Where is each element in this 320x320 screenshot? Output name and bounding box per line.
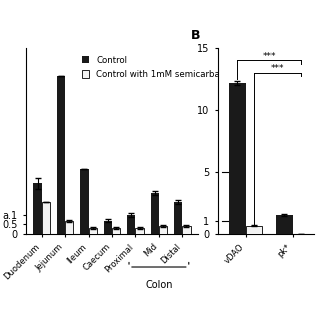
Bar xyxy=(112,228,120,234)
Bar xyxy=(34,183,42,234)
Bar xyxy=(276,215,293,234)
Text: ***: *** xyxy=(271,64,284,73)
Bar xyxy=(89,228,97,234)
Bar xyxy=(182,226,190,234)
Legend: Control, Control with 1mM semicarbazide: Control, Control with 1mM semicarbazide xyxy=(78,52,241,82)
Bar xyxy=(80,169,89,234)
Bar xyxy=(65,220,73,234)
Bar xyxy=(174,202,182,234)
Bar xyxy=(159,226,167,234)
Bar xyxy=(245,226,262,234)
Bar xyxy=(151,193,159,234)
Bar xyxy=(127,215,135,234)
Bar xyxy=(42,202,50,234)
Text: B: B xyxy=(191,29,200,42)
Bar xyxy=(229,83,245,234)
Text: Colon: Colon xyxy=(145,280,173,290)
Bar xyxy=(57,76,65,234)
Bar xyxy=(135,228,144,234)
Bar xyxy=(104,220,112,234)
Text: ***: *** xyxy=(262,52,276,60)
